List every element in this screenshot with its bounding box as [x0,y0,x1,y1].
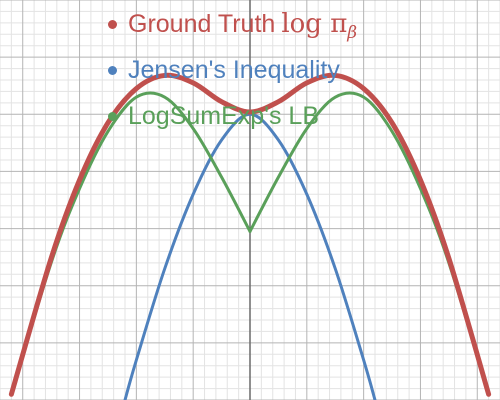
series-line-ground-truth [8,72,492,397]
series-line-logsumexp-right [248,91,491,396]
legend-math-log-pi: log π [281,9,348,39]
legend-math-ground-truth: log πβ [281,9,357,43]
legend-label-ground-truth: Ground Truth [128,10,276,38]
legend-marker-ground-truth [108,20,117,29]
series-layer [8,72,492,400]
legend-marker-logsumexp [108,112,117,121]
series-line-logsumexp-left [9,91,252,396]
legend-label-jensen: Jensen's Inequality [128,56,340,84]
legend-math-subscript-beta: β [347,23,358,43]
legend-label-logsumexp: LogSumExp's LB [128,102,319,130]
legend-marker-jensen [108,66,117,75]
